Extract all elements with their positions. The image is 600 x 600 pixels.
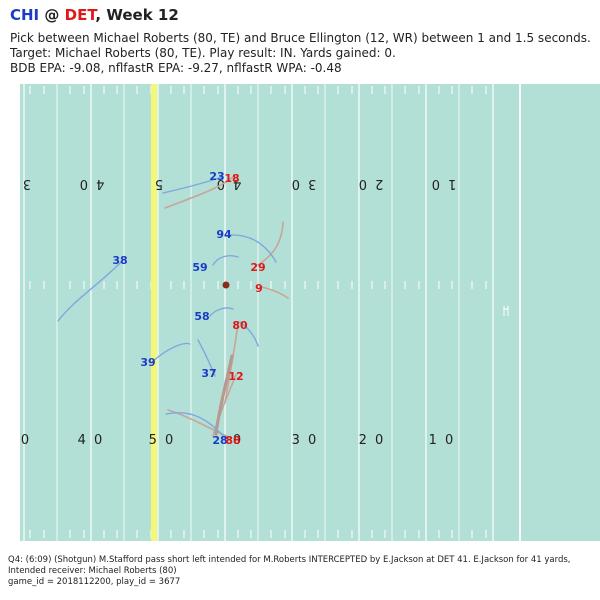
path-receiver-38	[57, 259, 124, 322]
defense-players: 18 29 9 80 12 88	[224, 172, 265, 447]
path-receiver-qb	[239, 321, 259, 347]
defense-paths	[164, 176, 289, 439]
subtitle-target-line: Target: Michael Roberts (80, TE). Play r…	[10, 46, 396, 60]
top-yard-number: 3	[21, 176, 31, 191]
defense-player: 12	[228, 370, 243, 383]
top-yard-number: 1 0	[430, 176, 457, 191]
path-receiver-58	[209, 307, 234, 317]
intended-receiver: Intended receiver: Michael Roberts (80)	[8, 566, 177, 576]
play-caption: Q4: (6:09) (Shotgun) M.Stafford pass sho…	[8, 555, 570, 588]
away-team: CHI	[10, 6, 40, 24]
bottom-yard-number: 1 0	[429, 433, 456, 448]
play-description: Q4: (6:09) (Shotgun) M.Stafford pass sho…	[8, 555, 571, 565]
offense-paths	[57, 176, 277, 439]
home-team: DET	[64, 6, 96, 24]
top-yard-number: 5	[153, 176, 163, 191]
top-yard-number: 4 0	[78, 176, 105, 191]
top-yard-number: 4 0	[215, 176, 242, 191]
path-defender-18	[164, 176, 234, 209]
football-field: 3 4 0 5 4 0 3 0 2 0 1 0 0 4 0 5 0 0 3 0 …	[20, 84, 600, 541]
top-yard-number: 3 0	[290, 176, 317, 191]
side-hash-marks	[503, 306, 509, 316]
top-yard-number: 2 0	[357, 176, 384, 191]
path-receiver-94	[229, 234, 277, 263]
defense-player: 88	[225, 434, 240, 447]
bottom-yard-number: 2 0	[359, 433, 386, 448]
path-defender-12-main	[214, 354, 234, 436]
defense-player: 9	[255, 282, 263, 295]
defense-player: 18	[224, 172, 239, 185]
bottom-yard-number: 4 0	[78, 433, 105, 448]
field-turf	[20, 84, 600, 541]
bottom-yard-number: 5 0	[149, 433, 176, 448]
path-defender-9	[261, 286, 289, 299]
five-yard-lines	[56, 84, 460, 541]
defense-player: 29	[250, 261, 265, 274]
hash-marks	[29, 86, 487, 538]
path-receiver-23	[162, 176, 223, 194]
top-yard-numbers: 3 4 0 5 4 0 3 0 2 0 1 0	[21, 176, 456, 191]
play-subtitle: Pick between Michael Roberts (80, TE) an…	[10, 31, 591, 76]
bottom-yard-number: 0	[233, 433, 243, 448]
path-receiver-28	[165, 412, 226, 439]
path-receiver-39	[151, 342, 191, 363]
play-title: CHI @ DET, Week 12	[10, 6, 179, 24]
offense-players: 23 94 38 59 58 39 37 28	[112, 170, 232, 447]
game-play-id: game_id = 2018112200, play_id = 3677	[8, 577, 181, 587]
path-defender-29	[257, 221, 284, 266]
at-sign: @	[44, 6, 60, 24]
bottom-yard-number: 0	[21, 433, 31, 448]
defense-player: 80	[232, 319, 248, 332]
subtitle-pick-line: Pick between Michael Roberts (80, TE) an…	[10, 31, 591, 45]
offense-player: 28	[212, 434, 227, 447]
offense-player: 23	[209, 170, 224, 183]
ball-marker	[222, 281, 230, 289]
yard-lines	[23, 84, 521, 541]
offense-player: 59	[192, 261, 207, 274]
offense-player: 38	[112, 254, 127, 267]
offense-player: 94	[216, 228, 232, 241]
offense-player: 37	[201, 367, 216, 380]
line-of-scrimmage	[151, 84, 157, 541]
subtitle-epa-line: BDB EPA: -9.08, nflfastR EPA: -9.27, nfl…	[10, 61, 342, 75]
bottom-yard-numbers: 0 4 0 5 0 0 3 0 2 0 1 0	[21, 433, 456, 448]
bottom-yard-number: 3 0	[292, 433, 319, 448]
offense-player: 39	[140, 356, 155, 369]
path-receiver-59	[212, 255, 239, 266]
week-label: , Week 12	[95, 6, 179, 24]
offense-player: 58	[194, 310, 209, 323]
path-receiver-37	[197, 339, 216, 377]
